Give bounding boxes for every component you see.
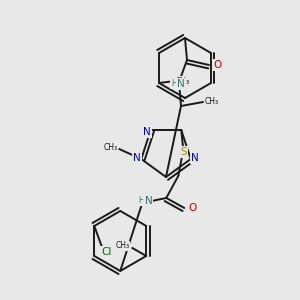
Text: N: N [143,127,151,137]
Text: N: N [145,196,152,206]
Text: H: H [139,196,144,206]
Text: O: O [213,60,221,70]
Text: H: H [171,80,177,88]
Text: S: S [180,147,187,157]
Text: CH₃: CH₃ [205,98,219,106]
Text: CH₃: CH₃ [103,142,117,152]
Text: CH₃: CH₃ [115,242,129,250]
Text: N: N [134,153,141,163]
Text: O: O [188,203,196,213]
Text: N: N [177,79,185,89]
Text: Cl: Cl [101,247,112,257]
Text: N: N [191,153,199,163]
Text: CH₃: CH₃ [176,76,190,85]
